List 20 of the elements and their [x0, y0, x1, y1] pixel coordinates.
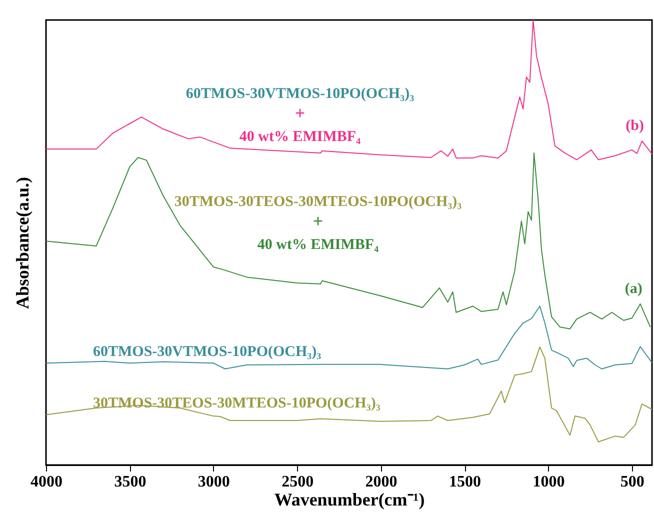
x-tick-label: 3000 [198, 474, 230, 490]
series-label: (a) [624, 280, 642, 297]
series-label: 60TMOS-30VTMOS-10PO(OCH₃)₃ [93, 344, 322, 360]
annotation: + [312, 211, 324, 231]
x-tick-label: 2000 [365, 474, 398, 490]
x-tick-label: 1500 [449, 474, 482, 490]
annotation: 40 wt% EMIMBF₄ [239, 129, 362, 145]
series-label: 30TMOS-30TEOS-30MTEOS-10PO(OCH₃)₃ [93, 396, 381, 412]
y-axis-title: Absorbance(a.u.) [12, 176, 32, 310]
annotation: 30TMOS-30TEOS-30MTEOS-10PO(OCH₃)₃ [174, 194, 462, 210]
x-axis-title: Wavenumber(cm⁻¹) [274, 490, 425, 510]
annotation: 40 wt% EMIMBF₄ [257, 237, 380, 253]
x-tick-label: 500 [620, 474, 644, 490]
annotation: + [294, 103, 306, 123]
x-tick-label: 4000 [30, 474, 62, 490]
x-tick-label: 2500 [282, 474, 314, 490]
x-tick-label: 1000 [532, 474, 565, 490]
x-tick-label: 3500 [114, 474, 146, 490]
annotation: 60TMOS-30VTMOS-10PO(OCH₃)₃ [186, 86, 415, 102]
series-label: (b) [626, 118, 644, 134]
